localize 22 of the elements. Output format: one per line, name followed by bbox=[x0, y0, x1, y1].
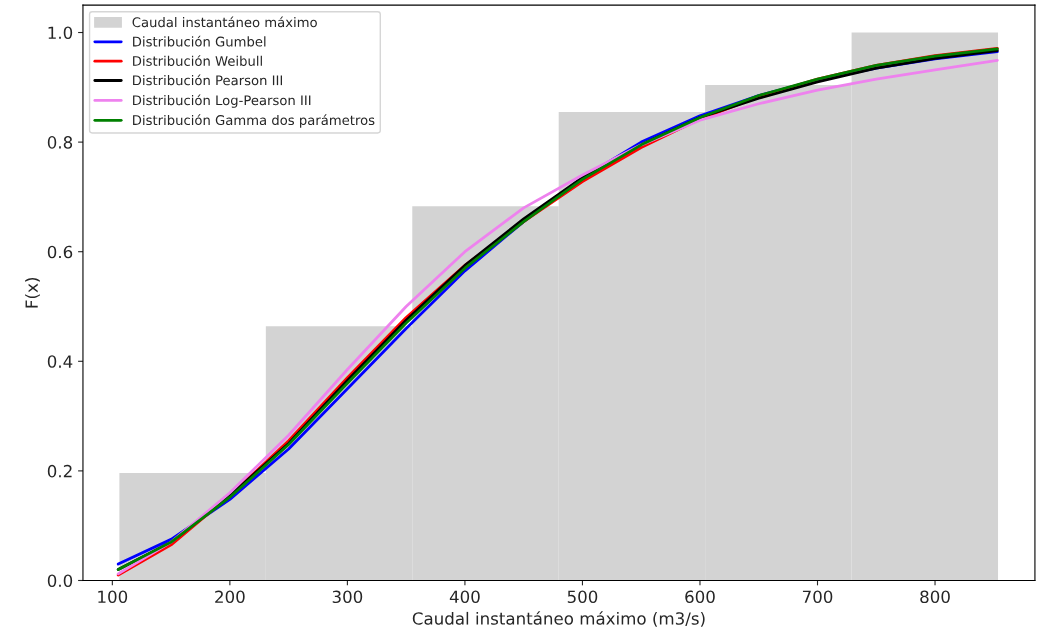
x-axis-title: Caudal instantáneo máximo (m3/s) bbox=[412, 611, 705, 627]
x-tick-label: 700 bbox=[802, 590, 833, 604]
y-axis-title: F(x) bbox=[25, 278, 40, 308]
y-tick-label: 0.4 bbox=[47, 355, 73, 368]
y-tick-label: 0.0 bbox=[47, 574, 73, 588]
y-tick-label: 0.8 bbox=[47, 136, 73, 149]
y-tick-label: 0.6 bbox=[47, 245, 73, 259]
x-tick-label: 500 bbox=[567, 590, 598, 604]
x-tick-label: 400 bbox=[449, 590, 480, 604]
legend-label: Caudal instantáneo máximo bbox=[132, 16, 317, 28]
legend-label: Distribución Gamma dos parámetros bbox=[133, 114, 375, 128]
x-tick-label: 200 bbox=[215, 590, 245, 604]
x-tick-label: 100 bbox=[98, 590, 128, 604]
y-tick-label: 1.0 bbox=[48, 26, 73, 40]
x-tick-label: 600 bbox=[685, 590, 715, 604]
legend-label: Distribución Pearson III bbox=[133, 74, 283, 86]
legend-label: Distribución Log-Pearson III bbox=[133, 94, 311, 108]
legend-label: Distribución Gumbel bbox=[133, 35, 266, 47]
x-tick-label: 800 bbox=[920, 590, 950, 604]
y-tick-label: 0.2 bbox=[47, 464, 72, 478]
legend-label: Distribución Weibull bbox=[133, 55, 262, 66]
x-tick-label: 300 bbox=[332, 590, 363, 604]
